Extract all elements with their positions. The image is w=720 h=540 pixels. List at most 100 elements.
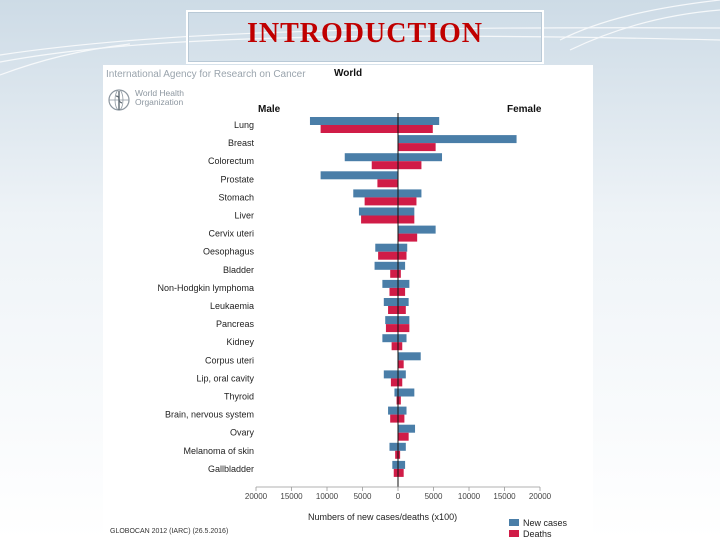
category-label-corpus-uteri: Corpus uteri (205, 355, 254, 365)
title-frame (186, 10, 544, 64)
x-tick-label: 10000 (458, 492, 481, 501)
bar-female-new-cases-lung (398, 117, 440, 125)
category-label-non-hodgkin-lymphoma: Non-Hodgkin lymphoma (157, 283, 254, 293)
bar-male-deaths-kidney (391, 342, 398, 351)
category-label-thyroid: Thyroid (224, 392, 254, 402)
legend-swatch-deaths (509, 530, 519, 537)
bar-female-new-cases-bladder (398, 261, 406, 270)
x-tick-label: 0 (396, 492, 401, 501)
x-axis-title: Numbers of new cases/deaths (x100) (308, 512, 458, 522)
who-name-line1: World Health (135, 88, 184, 98)
category-label-bladder: Bladder (223, 265, 254, 275)
x-tick-label: 20000 (245, 492, 268, 501)
bar-male-new-cases-gallbladder (392, 460, 398, 469)
bar-male-new-cases-melanoma-of-skin (389, 442, 398, 451)
bar-male-new-cases-lip-oral-cavity (383, 370, 398, 379)
bar-male-new-cases-leukaemia (383, 298, 398, 306)
legend-label-new-cases: New cases (523, 517, 568, 528)
who-emblem-icon (108, 89, 130, 111)
bar-female-new-cases-non-hodgkin-lymphoma (398, 279, 410, 288)
category-label-cervix-uteri: Cervix uteri (208, 229, 254, 239)
x-tick-label: 15000 (493, 492, 516, 501)
category-label-lip-oral-cavity: Lip, oral cavity (196, 373, 254, 383)
category-label-prostate: Prostate (220, 174, 254, 184)
bar-female-deaths-bladder (398, 269, 401, 278)
bar-female-deaths-oesophagus (398, 251, 407, 260)
bar-female-deaths-corpus-uteri (398, 360, 404, 369)
bar-male-new-cases-thyroid (394, 388, 398, 397)
bar-male-new-cases-non-hodgkin-lymphoma (382, 279, 398, 288)
bar-female-new-cases-oesophagus (398, 243, 408, 252)
bar-male-deaths-liver (361, 215, 398, 224)
male-header: Male (258, 104, 281, 115)
bar-female-deaths-brain-nervous-system (398, 414, 405, 423)
x-tick-label: 5000 (354, 492, 372, 501)
bar-female-deaths-cervix-uteri (398, 233, 418, 242)
bar-male-new-cases-kidney (382, 334, 398, 343)
bar-female-deaths-thyroid (398, 396, 401, 405)
bar-male-new-cases-liver (358, 207, 398, 216)
bar-male-deaths-prostate (377, 179, 398, 188)
bar-male-deaths-lip-oral-cavity (390, 378, 398, 387)
category-label-stomach: Stomach (218, 192, 254, 202)
bar-female-new-cases-breast (398, 135, 517, 144)
bar-male-deaths-melanoma-of-skin (395, 450, 398, 459)
bar-male-deaths-non-hodgkin-lymphoma (389, 287, 398, 296)
bar-female-new-cases-liver (398, 207, 415, 216)
x-tick-label: 20000 (529, 492, 552, 501)
bar-female-new-cases-stomach (398, 189, 422, 198)
bar-female-new-cases-thyroid (398, 388, 415, 397)
figure-panel (103, 65, 593, 540)
bar-female-deaths-breast (398, 143, 436, 152)
bar-female-deaths-gallbladder (398, 468, 404, 477)
legend-item-deaths: Deaths (509, 528, 567, 539)
bar-female-deaths-non-hodgkin-lymphoma (398, 287, 406, 296)
bar-male-new-cases-bladder (374, 261, 398, 270)
slide-title: INTRODUCTION (246, 18, 484, 49)
bar-female-new-cases-colorectum (398, 153, 443, 162)
category-label-brain-nervous-system: Brain, nervous system (165, 410, 254, 420)
bar-female-new-cases-lip-oral-cavity (398, 370, 406, 379)
bar-female-new-cases-leukaemia (398, 298, 409, 306)
who-name-line2: Organization (135, 97, 184, 107)
source-note: GLOBOCAN 2012 (IARC) (26.5.2016) (110, 528, 229, 535)
bar-male-deaths-bladder (390, 269, 398, 278)
bar-male-new-cases-prostate (320, 171, 398, 180)
bar-male-deaths-oesophagus (378, 251, 398, 260)
category-label-leukaemia: Leukaemia (210, 301, 254, 311)
x-tick-label: 10000 (316, 492, 339, 501)
category-label-melanoma-of-skin: Melanoma of skin (183, 446, 254, 456)
bar-female-deaths-stomach (398, 197, 417, 206)
bar-male-deaths-leukaemia (388, 306, 398, 314)
who-name: World Health Organization (135, 89, 184, 107)
legend-label-deaths: Deaths (523, 528, 552, 539)
category-label-liver: Liver (234, 211, 254, 221)
bar-male-new-cases-oesophagus (375, 243, 398, 252)
bar-male-deaths-colorectum (371, 161, 398, 170)
category-label-oesophagus: Oesophagus (203, 247, 255, 257)
org-name: International Agency for Research on Can… (106, 69, 306, 80)
legend-item-new-cases: New cases (509, 517, 567, 528)
category-label-colorectum: Colorectum (208, 156, 254, 166)
bar-male-deaths-pancreas (385, 324, 398, 333)
legend-swatch-new-cases (509, 519, 519, 526)
bar-female-new-cases-cervix-uteri (398, 225, 436, 234)
bar-female-deaths-liver (398, 215, 415, 224)
bar-female-deaths-lung (398, 125, 433, 133)
category-label-breast: Breast (228, 138, 255, 148)
bar-female-deaths-kidney (398, 342, 403, 351)
bar-female-deaths-lip-oral-cavity (398, 378, 403, 387)
bar-male-new-cases-brain-nervous-system (388, 406, 398, 415)
bar-male-deaths-lung (320, 125, 398, 133)
bar-female-new-cases-ovary (398, 424, 416, 433)
bar-female-deaths-leukaemia (398, 306, 406, 314)
bar-male-deaths-thyroid (396, 396, 398, 405)
chart-legend: New cases Deaths (509, 517, 567, 539)
bar-female-deaths-ovary (398, 432, 409, 441)
bar-male-new-cases-pancreas (385, 316, 398, 325)
bar-male-deaths-stomach (364, 197, 398, 206)
female-header: Female (507, 104, 542, 115)
bar-male-new-cases-stomach (353, 189, 398, 198)
bar-female-new-cases-gallbladder (398, 460, 406, 469)
